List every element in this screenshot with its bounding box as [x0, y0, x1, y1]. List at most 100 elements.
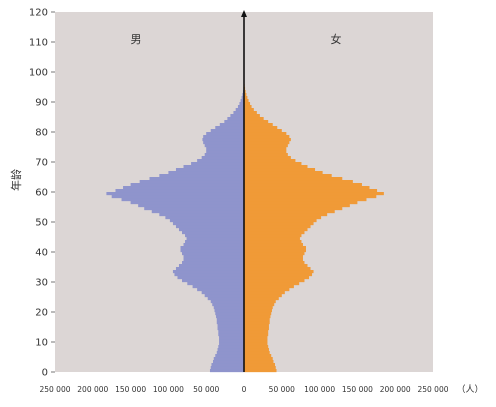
male-bar-age-2: [211, 363, 244, 367]
female-bar-age-55: [244, 204, 350, 208]
male-bar-age-19: [215, 312, 244, 316]
male-bar-age-61: [123, 186, 244, 190]
male-bar-age-71: [201, 156, 244, 160]
female-bar-age-3: [244, 360, 274, 364]
female-bar-age-24: [244, 297, 279, 301]
female-bar-age-83: [244, 120, 269, 124]
male-bar-age-5: [215, 354, 244, 358]
female-bar-age-56: [244, 201, 358, 205]
female-bar-age-28: [244, 285, 294, 289]
female-bar-age-40: [244, 249, 306, 253]
male-bar-age-56: [130, 201, 244, 205]
female-bar-age-78: [244, 135, 290, 139]
male-bar-age-47: [178, 228, 244, 232]
female-bar-age-13: [244, 330, 269, 334]
female-bar-age-36: [244, 261, 305, 265]
female-bar-age-8: [244, 345, 269, 349]
female-bar-age-2: [244, 363, 275, 367]
y-tick-label: 20: [35, 308, 48, 319]
female-bar-age-79: [244, 132, 287, 136]
female-bar-age-69: [244, 162, 302, 166]
male-bar-age-14: [217, 327, 244, 331]
female-bar-age-30: [244, 279, 305, 283]
male-bar-age-32: [174, 273, 244, 277]
male-bar-age-37: [183, 258, 244, 262]
y-tick-label: 120: [29, 8, 48, 19]
male-bar-age-39: [182, 252, 244, 256]
male-bar-age-49: [172, 222, 244, 226]
female-bar-age-52: [244, 213, 328, 217]
male-bar-age-48: [175, 225, 244, 229]
female-bar-age-29: [244, 282, 300, 286]
y-tick-label: 110: [29, 38, 48, 49]
female-bar-age-39: [244, 252, 305, 256]
male-bar-age-25: [204, 294, 244, 298]
female-bar-age-64: [244, 177, 343, 181]
male-bar-age-69: [191, 162, 244, 166]
female-bar-age-59: [244, 192, 384, 196]
female-bar-age-27: [244, 288, 290, 292]
female-bar-age-38: [244, 255, 303, 259]
male-bar-age-7: [217, 348, 244, 352]
female-bar-age-26: [244, 291, 285, 295]
male-bar-age-68: [183, 165, 244, 169]
male-bar-age-50: [169, 219, 244, 223]
male-bar-age-89: [239, 102, 244, 106]
female-bar-age-14: [244, 327, 269, 331]
x-tick-label-zero: 0: [242, 385, 247, 394]
male-bar-age-65: [159, 174, 244, 178]
female-bar-age-37: [244, 258, 303, 262]
y-tick-label: 100: [29, 68, 48, 79]
male-bar-age-78: [203, 135, 244, 139]
male-bar-age-90: [240, 99, 244, 103]
y-tick-label: 40: [35, 248, 48, 259]
female-bar-age-89: [244, 102, 251, 106]
female-bar-age-87: [244, 108, 254, 112]
y-tick-label: 50: [35, 218, 48, 229]
male-bar-age-10: [219, 339, 244, 343]
female-bar-age-17: [244, 318, 270, 322]
male-bar-age-22: [212, 303, 244, 307]
female-bar-age-6: [244, 351, 270, 355]
male-bar-age-44: [186, 237, 244, 241]
male-bar-age-72: [204, 153, 244, 157]
female-bar-age-16: [244, 321, 270, 325]
female-bar-age-80: [244, 129, 282, 133]
female-bar-age-43: [244, 240, 302, 244]
female-bar-age-15: [244, 324, 269, 328]
female-bar-age-67: [244, 168, 316, 172]
male-bar-age-87: [235, 108, 244, 112]
x-tick-label: 50 000: [193, 385, 219, 394]
male-bar-age-53: [151, 210, 244, 214]
male-bar-age-62: [130, 183, 244, 187]
male-bar-age-12: [218, 333, 244, 337]
male-bar-age-26: [201, 291, 244, 295]
male-bar-age-30: [182, 279, 244, 283]
female-bar-age-35: [244, 264, 308, 268]
male-bar-age-6: [216, 351, 244, 355]
male-bar-age-51: [165, 216, 244, 220]
male-bar-age-59: [106, 192, 244, 196]
male-bar-age-17: [216, 318, 244, 322]
male-bar-age-27: [197, 288, 244, 292]
female-bar-age-54: [244, 207, 343, 211]
x-tick-label: 50 000: [269, 385, 295, 394]
female-bar-age-32: [244, 273, 313, 277]
male-bar-age-21: [213, 306, 244, 310]
female-bar-age-21: [244, 306, 273, 310]
female-bar-age-45: [244, 234, 302, 238]
female-bar-age-60: [244, 189, 378, 193]
female-bar-age-44: [244, 237, 300, 241]
female-bar-age-46: [244, 231, 305, 235]
male-bar-age-81: [215, 126, 244, 130]
female-bar-age-61: [244, 186, 370, 190]
y-axis-ticks: 0 10 20 30 40 50 60 70 80 90 100 110 120: [29, 8, 55, 379]
female-bar-age-50: [244, 219, 317, 223]
male-bar-age-79: [206, 132, 244, 136]
male-bar-age-73: [206, 150, 244, 154]
x-tick-label: 100 000: [153, 385, 184, 394]
y-tick-label: 80: [35, 128, 48, 139]
female-bar-age-10: [244, 339, 268, 343]
female-bar-age-9: [244, 342, 268, 346]
